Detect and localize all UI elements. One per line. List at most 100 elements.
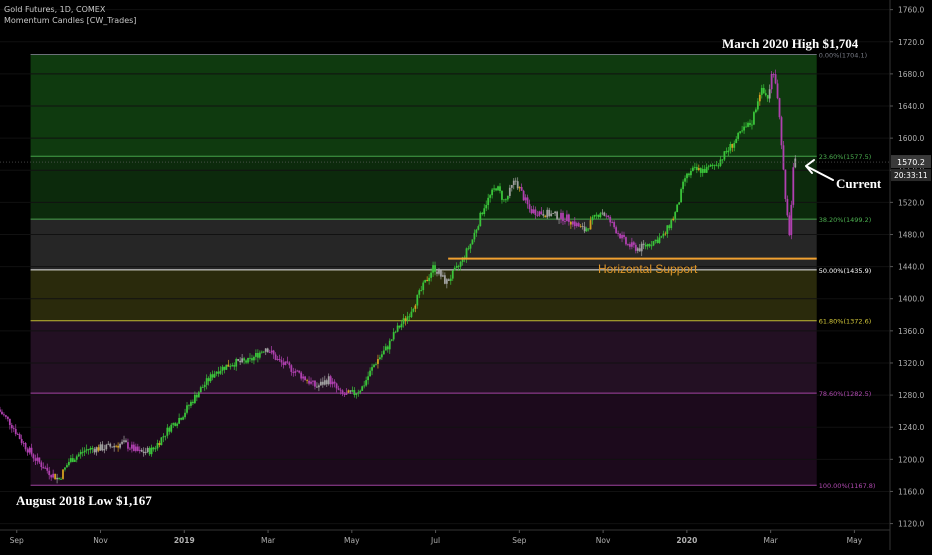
candle-body bbox=[89, 447, 92, 450]
candle-body bbox=[499, 186, 501, 191]
candle-body bbox=[558, 218, 560, 220]
candle-body bbox=[709, 164, 712, 167]
candle-body bbox=[731, 144, 734, 148]
candle-body bbox=[390, 339, 393, 341]
candle-body bbox=[380, 354, 383, 358]
fib-zone bbox=[30, 219, 817, 270]
y-tick-label: 1600.0 bbox=[898, 134, 924, 143]
candle-body bbox=[520, 187, 523, 191]
candle-body bbox=[99, 444, 102, 451]
candle-body bbox=[766, 95, 769, 99]
candle-body bbox=[562, 212, 564, 222]
candle-body bbox=[408, 316, 411, 318]
candle-body bbox=[534, 209, 537, 215]
candle-body bbox=[357, 392, 360, 394]
x-tick-label: Mar bbox=[261, 536, 276, 545]
candle-body bbox=[188, 405, 190, 407]
candle-body bbox=[491, 189, 494, 196]
candle-body bbox=[443, 275, 446, 284]
candle-body bbox=[721, 159, 724, 161]
candle-body bbox=[747, 122, 749, 127]
candle-body bbox=[174, 423, 177, 426]
low-annotation: August 2018 Low $1,167 bbox=[16, 493, 152, 508]
candle-body bbox=[186, 405, 188, 413]
countdown-label: 20:33:11 bbox=[894, 171, 928, 180]
candle-body bbox=[546, 209, 549, 218]
candle-body bbox=[67, 461, 70, 466]
x-tick-label: Jul bbox=[430, 536, 440, 545]
candle-body bbox=[83, 450, 86, 453]
candle-body bbox=[715, 164, 718, 166]
x-tick-label: Nov bbox=[596, 536, 611, 545]
candle-body bbox=[581, 226, 584, 227]
candle-body bbox=[16, 434, 19, 435]
candle-body bbox=[290, 365, 293, 372]
candle-body bbox=[648, 244, 651, 247]
candle-body bbox=[697, 168, 700, 170]
candle-body bbox=[680, 189, 682, 203]
y-tick-label: 1240.0 bbox=[898, 423, 924, 432]
y-tick-label: 1760.0 bbox=[898, 6, 924, 15]
candle-body bbox=[280, 360, 283, 363]
candle-body bbox=[573, 221, 576, 227]
y-tick-label: 1400.0 bbox=[898, 295, 924, 304]
fib-label: 50.00%(1435.9) bbox=[819, 267, 872, 275]
candle-body bbox=[329, 376, 332, 385]
candle-body bbox=[404, 318, 407, 321]
candle-body bbox=[233, 365, 236, 367]
candle-body bbox=[585, 228, 588, 232]
candle-body bbox=[44, 467, 47, 469]
candle-body bbox=[575, 223, 578, 227]
candle-body bbox=[615, 227, 618, 234]
x-tick-label: May bbox=[847, 536, 863, 545]
candle-body bbox=[176, 423, 179, 426]
candle-body bbox=[203, 384, 206, 388]
candle-body bbox=[656, 239, 659, 243]
candle-body bbox=[152, 447, 155, 450]
candle-body bbox=[182, 417, 184, 420]
candle-body bbox=[699, 168, 702, 173]
candle-body bbox=[335, 383, 338, 389]
y-tick-label: 1320.0 bbox=[898, 359, 924, 368]
candle-body bbox=[26, 449, 29, 453]
candle-body bbox=[774, 74, 777, 84]
candle-body bbox=[617, 233, 619, 234]
candle-body bbox=[674, 212, 677, 219]
candle-body bbox=[412, 308, 415, 312]
candle-body bbox=[764, 93, 767, 96]
candle-body bbox=[516, 181, 519, 189]
candle-body bbox=[475, 229, 478, 233]
candle-body bbox=[5, 415, 7, 417]
candle-body bbox=[351, 390, 354, 392]
candle-body bbox=[178, 417, 181, 424]
candle-body bbox=[20, 438, 23, 443]
candle-body bbox=[668, 225, 671, 229]
candle-body bbox=[569, 221, 572, 225]
candle-body bbox=[735, 138, 738, 144]
candle-body bbox=[192, 401, 194, 404]
candle-body bbox=[284, 361, 287, 365]
candle-body bbox=[510, 184, 513, 188]
y-tick-label: 1360.0 bbox=[898, 327, 924, 336]
candle-body bbox=[349, 390, 352, 392]
candle-body bbox=[727, 150, 730, 153]
candle-body bbox=[302, 376, 305, 379]
candle-body bbox=[123, 440, 125, 442]
candle-body bbox=[310, 381, 312, 384]
candle-body bbox=[672, 218, 675, 221]
candle-body bbox=[754, 109, 757, 113]
x-tick-label: Sep bbox=[10, 536, 24, 545]
candle-body bbox=[526, 197, 529, 205]
candle-body bbox=[146, 447, 149, 452]
candle-body bbox=[237, 359, 240, 361]
candle-body bbox=[316, 386, 318, 388]
high-annotation: March 2020 High $1,704 bbox=[722, 36, 859, 51]
candle-body bbox=[743, 126, 745, 131]
candle-body bbox=[749, 122, 751, 125]
candle-body bbox=[369, 370, 371, 377]
candle-body bbox=[46, 467, 49, 471]
candle-body bbox=[719, 159, 722, 166]
candle-body bbox=[107, 443, 110, 445]
candle-body bbox=[583, 226, 586, 232]
